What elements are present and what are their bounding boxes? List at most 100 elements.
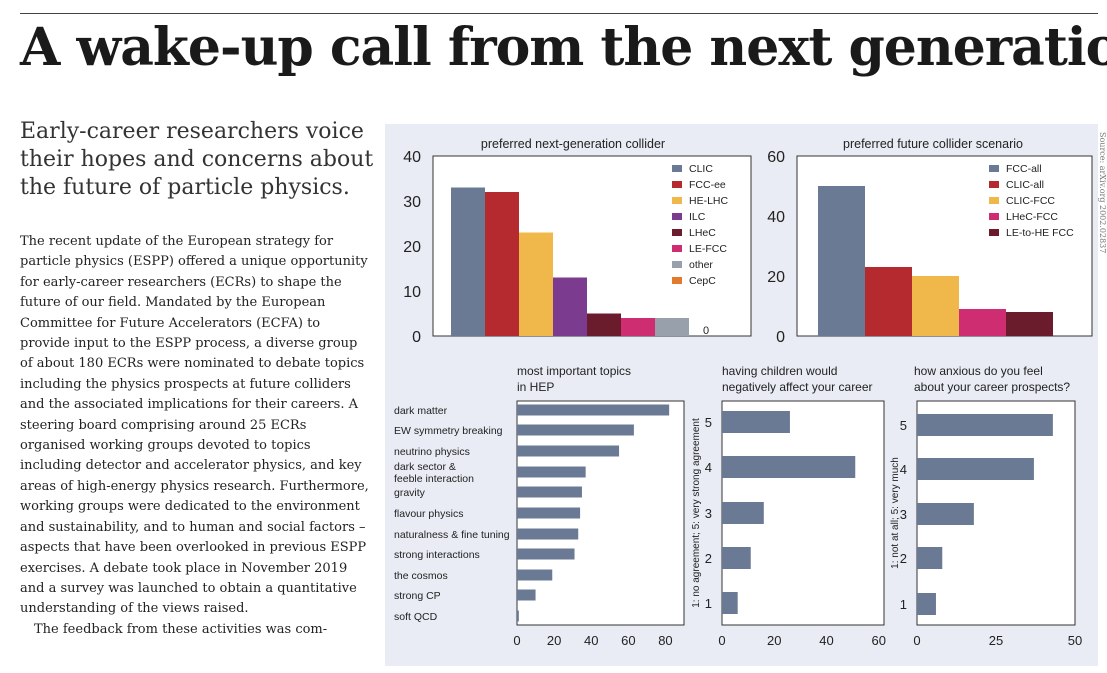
bar [917,547,943,569]
legend-label: CLIC-FCC [1006,195,1055,207]
legend-swatch [672,165,682,172]
bar-fcc-ee [485,192,519,336]
bar-ilc [553,277,587,336]
chart-title: having children would [722,364,837,378]
bar [517,486,582,498]
legend-swatch [672,245,682,252]
bar [517,548,575,560]
bar-clic-all [865,267,912,336]
legend-swatch [989,213,999,220]
bar-le-fcc [621,318,655,336]
y-tick-label: 20 [767,269,785,286]
bar [917,458,1034,480]
bar [722,502,764,524]
legend-label: LHeC-FCC [1006,211,1058,223]
y-tick-label: 40 [403,149,421,166]
chart-title: preferred future collider scenario [843,137,1023,151]
headline: A wake-up call from the next generation [20,17,1107,78]
x-tick-label: 50 [1068,633,1082,648]
legend-label: HE-LHC [689,195,729,207]
legend-label: CLIC [689,163,713,175]
bar-clic-fcc [912,276,959,336]
x-tick-label: 60 [872,633,886,648]
x-tick-label: 0 [513,633,520,648]
legend-swatch [672,181,682,188]
legend-swatch [672,261,682,268]
legend-label: FCC-ee [689,179,726,191]
bar-le-to-he-fcc [1006,312,1053,336]
bar-lhec-fcc [959,309,1006,336]
legend-swatch [672,213,682,220]
bar [517,528,579,540]
category-label: 1 [900,597,907,612]
bar [722,592,738,614]
y-tick-label: 0 [412,329,421,346]
bar-value-label: 0 [703,325,709,337]
category-label: dark sector & [394,461,456,473]
legend-swatch [989,181,999,188]
legend-swatch [989,197,999,204]
category-label: 4 [705,460,712,475]
legend-swatch [989,229,999,236]
chart-title: negatively affect your career [722,380,873,394]
bar [722,456,856,478]
category-label: 5 [705,415,712,430]
category-label: dark matter [394,405,448,417]
category-label: 2 [705,551,712,566]
y-tick-label: 20 [403,239,421,256]
x-tick-label: 25 [989,633,1003,648]
chart-title: how anxious do you feel [914,364,1043,378]
source-note: Source: arXiv.org 2002.02837 [1098,132,1107,254]
bar [722,411,790,433]
x-tick-label: 40 [584,633,598,648]
y-axis-label: 1: no agreement; 5: very strong agreemen… [691,418,702,608]
bar-clic [451,187,485,336]
legend-label: other [689,259,713,271]
category-label: the cosmos [394,570,448,582]
category-label: strong interactions [394,549,480,561]
legend-label: LE-to-HE FCC [1006,227,1074,239]
x-tick-label: 80 [658,633,672,648]
bar [517,404,670,416]
bar-fcc-all [818,186,865,336]
bar [722,547,751,569]
y-axis-label: 1: not at all; 5: very much [890,457,901,569]
category-label: neutrino physics [394,446,470,458]
category-label: feeble interaction [394,473,474,485]
y-tick-label: 60 [767,149,785,166]
category-label: naturalness & fine tuning [394,529,510,541]
legend-swatch [672,197,682,204]
legend-swatch [989,165,999,172]
bar [517,507,581,519]
category-label: EW symmetry breaking [394,425,503,437]
category-label: gravity [394,487,426,499]
category-label: soft QCD [394,611,438,623]
x-tick-label: 0 [913,633,920,648]
legend-label: LHeC [689,227,716,239]
legend-label: FCC-all [1006,163,1042,175]
chart-title: most important topics [517,364,631,378]
category-label: strong CP [394,590,441,602]
bar [917,593,936,615]
bar [517,589,536,601]
category-label: 4 [900,462,907,477]
x-tick-label: 20 [547,633,561,648]
bar [517,569,553,581]
category-label: 2 [900,551,907,566]
legend-label: ILC [689,211,706,223]
bar [917,414,1053,436]
category-label: 3 [900,507,907,522]
bar [917,503,974,525]
bar [517,445,620,457]
bar-lhec [587,313,621,336]
body-paragraph-continued: The feedback from these activities was c… [34,621,328,637]
y-tick-label: 10 [403,284,421,301]
legend-label: LE-FCC [689,243,727,255]
legend-label: CepC [689,275,716,287]
x-tick-label: 0 [718,633,725,648]
x-tick-label: 60 [621,633,635,648]
chart-title: about your career prospects? [914,380,1070,394]
legend-label: CLIC-all [1006,179,1044,191]
article-body: The recent update of the European strate… [20,232,370,640]
